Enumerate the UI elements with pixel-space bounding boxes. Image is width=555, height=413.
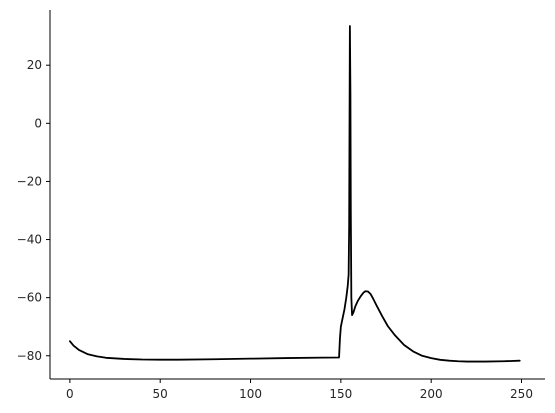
series-layer <box>68 25 521 363</box>
x-tick-label: 100 <box>239 387 262 401</box>
x-tick-label: 50 <box>153 387 168 401</box>
x-tick-label: 0 <box>66 387 74 401</box>
y-tick-label: −40 <box>17 233 42 247</box>
y-tick-label: 0 <box>34 116 42 130</box>
x-tick-label: 250 <box>510 387 533 401</box>
series-line-0 <box>68 25 521 363</box>
y-tick-label: −60 <box>17 291 42 305</box>
x-tick-label: 150 <box>329 387 352 401</box>
y-tick-label: −20 <box>17 174 42 188</box>
y-tick-label: −80 <box>17 349 42 363</box>
y-axis-ticks: 20 0 −20 −40 −60 −80 <box>17 58 50 363</box>
x-tick-label: 200 <box>420 387 443 401</box>
x-axis-ticks: 0 50 100 150 200 250 <box>66 379 533 401</box>
y-tick-label: 20 <box>27 58 42 72</box>
